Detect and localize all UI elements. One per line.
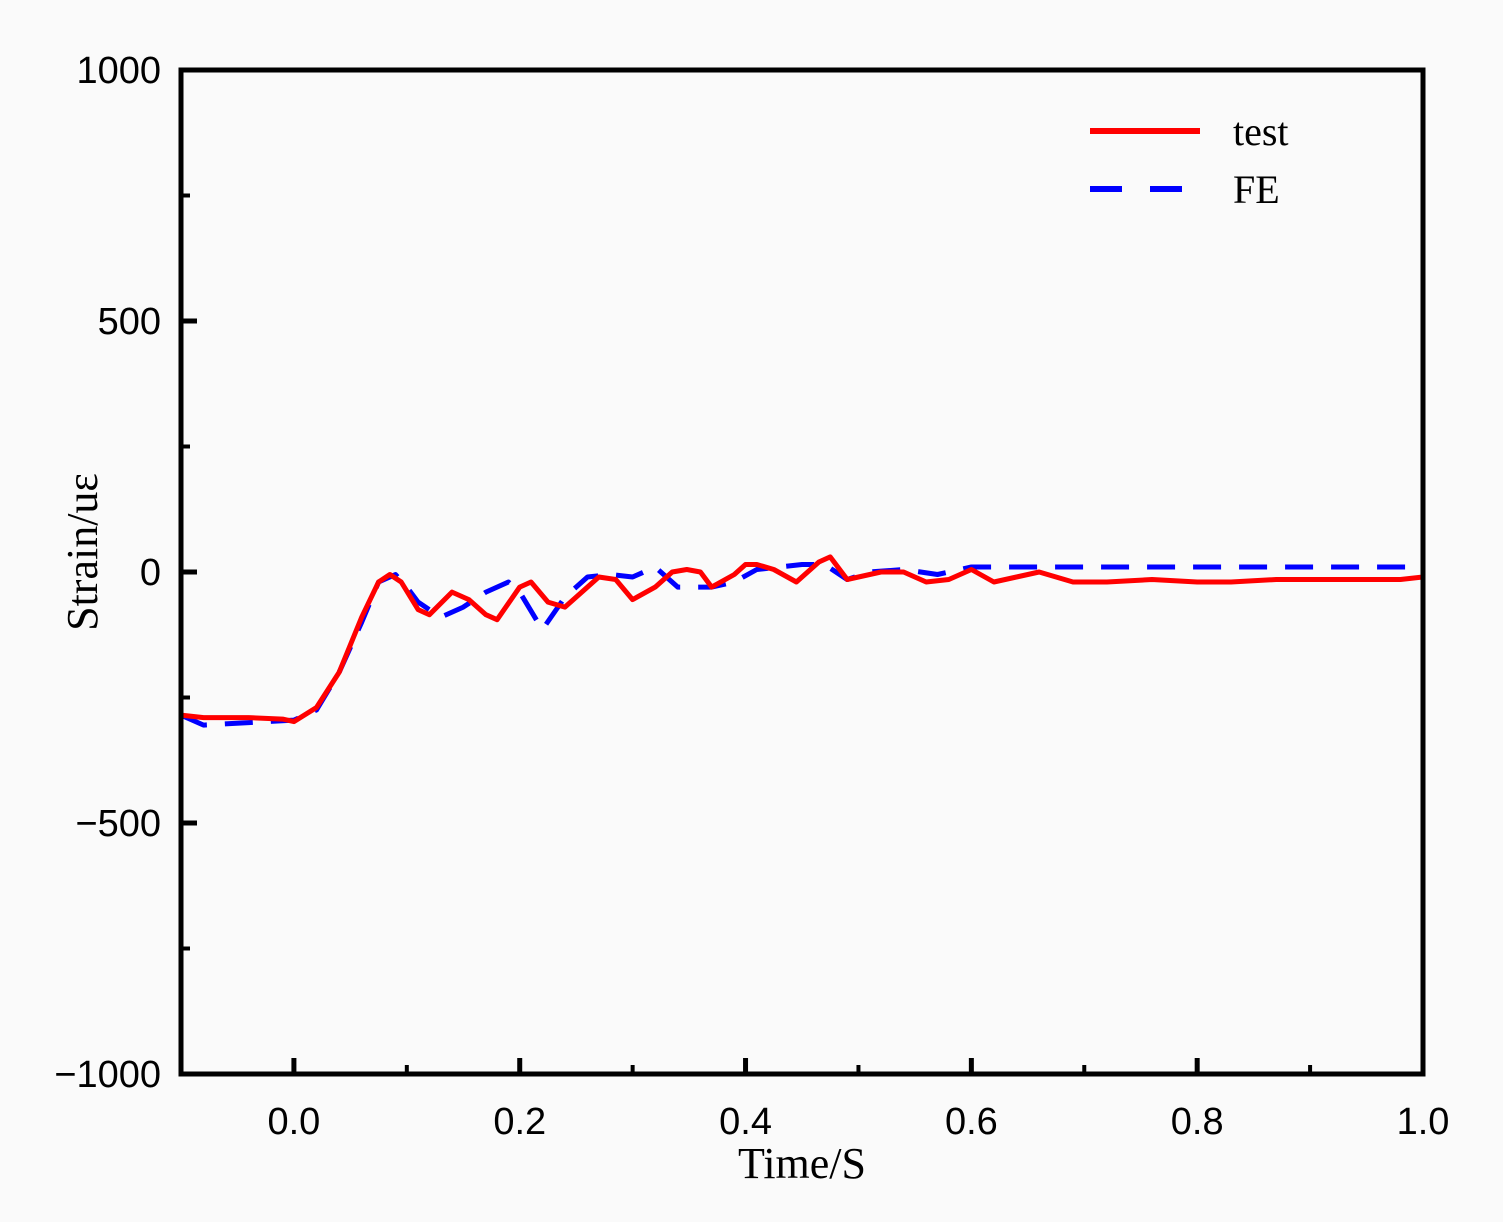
legend: test FE	[1090, 109, 1289, 212]
x-axis-title: Time/S	[738, 1139, 866, 1188]
legend-label-test: test	[1233, 109, 1289, 154]
y-tick-label: −1000	[54, 1054, 161, 1096]
series-layer	[181, 554, 1423, 728]
y-tick-label: −500	[75, 803, 161, 845]
legend-label-fe: FE	[1233, 167, 1280, 212]
y-tick-label: 500	[98, 301, 161, 343]
axes-layer: 0.0 0.2 0.4 0.6 0.8 1.0 −1000 −500 0 500 1000	[54, 50, 1449, 1143]
series-line-test	[181, 554, 1423, 725]
x-tick-label: 0.2	[493, 1101, 546, 1143]
x-tick-label: 0.4	[719, 1101, 772, 1143]
x-tick-label: 1.0	[1397, 1101, 1450, 1143]
x-tick-label: 0.0	[267, 1101, 320, 1143]
y-tick-label: 1000	[76, 50, 161, 92]
y-tick-label: 0	[140, 552, 161, 594]
x-tick-label: 0.8	[1171, 1101, 1224, 1143]
y-axis-title: Strain/uε	[58, 473, 107, 631]
x-tick-label: 0.6	[945, 1101, 998, 1143]
